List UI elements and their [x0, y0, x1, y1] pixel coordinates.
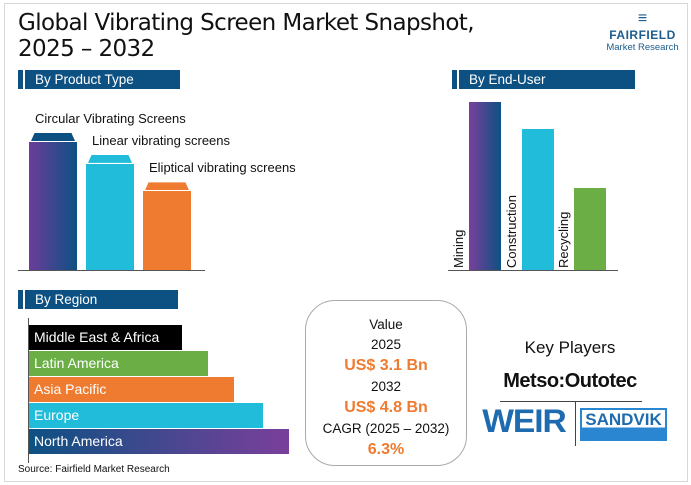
bar-label: Mining: [451, 229, 466, 268]
cagr-value: 6.3%: [367, 441, 405, 458]
page-title: Global Vibrating Screen Market Snapshot,…: [18, 10, 475, 62]
region-bar: Middle East & Africa: [29, 325, 183, 350]
sandvik-logo: SANDVIK: [580, 408, 667, 441]
logo-mark-icon: ≡: [637, 10, 648, 27]
value-2025: US$ 3.1 Bn: [344, 357, 428, 374]
value-2032: US$ 4.8 Bn: [344, 399, 428, 416]
players-divider-vertical: [575, 402, 576, 446]
bar-label: Eliptical vibrating screens: [149, 160, 296, 176]
region-axis: [28, 318, 29, 463]
bar-construction: [521, 128, 554, 270]
bar-label: Circular Vibrating Screens: [35, 111, 186, 126]
bar-1: [86, 163, 134, 270]
year-2025: 2025: [370, 337, 402, 352]
section-header-product-type: By Product Type: [18, 70, 180, 89]
bar-0: [29, 142, 77, 270]
region-bar: Asia Pacific: [29, 377, 235, 402]
product-axis: [18, 270, 205, 271]
logo-sub: Market Research: [606, 42, 679, 53]
bar-label: Construction: [503, 195, 519, 268]
value-label: Value: [369, 317, 403, 332]
metso-outotec-logo: Metso:Outotec: [503, 370, 637, 392]
section-header-end-user: By End-User: [452, 70, 635, 89]
year-2032: 2032: [370, 379, 402, 394]
bar-cap-2: [145, 182, 189, 191]
key-players-title: Key Players: [524, 338, 616, 357]
region-bar: Latin America: [29, 351, 209, 376]
source-note: Source: Fairfield Market Research: [18, 464, 170, 475]
end-user-axis: [448, 270, 618, 271]
title-line-1: Global Vibrating Screen Market Snapshot,: [18, 10, 475, 36]
frame: [4, 3, 688, 482]
cagr-label: CAGR (2025 – 2032): [322, 421, 450, 436]
logo-brand: FAIRFIELD: [609, 28, 676, 42]
bar-recycling: [574, 187, 606, 270]
bar-2: [143, 191, 191, 270]
players-divider: [500, 401, 642, 402]
bar-cap-1: [88, 154, 132, 163]
region-bar: North America: [29, 429, 289, 454]
bar-mining: [469, 102, 501, 270]
value-box: Value 2025 US$ 3.1 Bn 2032 US$ 4.8 Bn CA…: [305, 300, 467, 466]
fairfield-logo: ≡ FAIRFIELD Market Research: [600, 10, 685, 53]
section-header-region: By Region: [18, 290, 178, 309]
bar-cap-0: [31, 133, 75, 141]
region-bar: Europe: [29, 403, 263, 428]
title-line-2: 2025 – 2032: [18, 36, 155, 62]
bar-label: Linear vibrating screens: [92, 132, 231, 148]
bar-label: Recycling: [556, 211, 571, 268]
weir-logo: WEIR: [482, 403, 567, 439]
